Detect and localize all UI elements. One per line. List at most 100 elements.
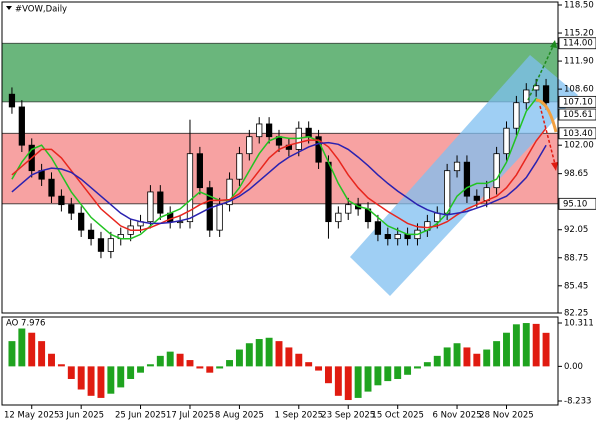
candle-body bbox=[87, 229, 95, 240]
candle-body bbox=[107, 238, 114, 252]
ao-bar bbox=[404, 366, 412, 375]
x-tick-label: 17 Jul 2025 bbox=[166, 411, 214, 421]
zone bbox=[2, 43, 558, 102]
x-tick-label: 3 Jun 2025 bbox=[58, 411, 104, 421]
level-label: 114.00 bbox=[563, 39, 593, 49]
candle-body bbox=[265, 123, 273, 138]
ao-bar bbox=[196, 366, 204, 369]
candle-body bbox=[394, 234, 401, 240]
ao-bar bbox=[532, 323, 540, 367]
ao-bar bbox=[77, 366, 85, 390]
ao-bar bbox=[364, 366, 372, 392]
ao-bar bbox=[156, 355, 164, 367]
ao-bar bbox=[28, 332, 36, 367]
ao-bar bbox=[324, 366, 332, 384]
candle-body bbox=[246, 136, 253, 155]
ao-bar bbox=[107, 366, 115, 394]
y-tick-label: 85.45 bbox=[564, 281, 588, 291]
level-label: 105.61 bbox=[563, 110, 593, 120]
y-tick-label: 111.90 bbox=[564, 57, 594, 67]
y-tick-label: 108.60 bbox=[564, 85, 594, 95]
candle-body bbox=[78, 212, 85, 231]
y-tick-label: 88.75 bbox=[564, 253, 588, 263]
ao-bar bbox=[433, 355, 441, 367]
main-frame bbox=[1, 1, 559, 314]
ao-bar bbox=[137, 366, 144, 373]
ao-bar bbox=[176, 353, 184, 367]
ao-bar bbox=[245, 343, 253, 367]
ao-bar bbox=[57, 364, 65, 367]
candle-body bbox=[444, 170, 451, 214]
candle-body bbox=[523, 89, 530, 104]
y-tick-label: 92.05 bbox=[564, 225, 588, 235]
ao-bar bbox=[265, 337, 273, 367]
level-label: 103.40 bbox=[563, 129, 593, 139]
candle-body bbox=[533, 85, 540, 91]
candle-body bbox=[226, 178, 233, 206]
down-arrow bbox=[539, 105, 557, 169]
x-tick-label: 28 Nov 2025 bbox=[479, 411, 533, 421]
candle-body bbox=[305, 127, 312, 138]
candle-body bbox=[157, 191, 164, 214]
candle-body bbox=[345, 204, 352, 214]
plot bbox=[8, 78, 550, 259]
chart-title: #VOW,Daily bbox=[15, 5, 67, 15]
ao-bar bbox=[354, 366, 362, 398]
ao-bar bbox=[374, 366, 382, 386]
ao-frame bbox=[1, 316, 559, 406]
candle-body bbox=[542, 85, 550, 104]
ao-bar bbox=[542, 332, 550, 367]
ao-bar bbox=[394, 366, 402, 379]
ao-bar bbox=[206, 366, 214, 373]
ao-bar bbox=[315, 366, 323, 371]
y-tick-label: 102.00 bbox=[564, 141, 594, 151]
candle-body bbox=[216, 204, 223, 231]
candle-body bbox=[483, 187, 490, 201]
candle-body bbox=[97, 238, 105, 252]
candle-body bbox=[384, 234, 391, 240]
y-tick-label: 118.50 bbox=[564, 1, 594, 11]
ao-bar bbox=[334, 366, 342, 396]
ao-bar bbox=[503, 332, 510, 367]
ao-title: AO 7.976 bbox=[6, 319, 45, 329]
ao-bar bbox=[146, 364, 154, 367]
moving-average bbox=[11, 141, 547, 225]
menu-icon bbox=[6, 6, 12, 10]
candle-body bbox=[58, 195, 65, 206]
ao-bar bbox=[127, 366, 135, 379]
x-tick-label: 15 Oct 2025 bbox=[371, 411, 424, 421]
candle-body bbox=[453, 161, 461, 172]
candle-body bbox=[186, 153, 194, 223]
x-tick-label: 23 Sep 2025 bbox=[321, 411, 375, 421]
candle-body bbox=[8, 93, 16, 108]
ao-bar bbox=[285, 347, 293, 367]
y-tick-label: 82.25 bbox=[564, 309, 588, 319]
x-tick-label: 1 Sep 2025 bbox=[275, 411, 323, 421]
ao-bar bbox=[87, 366, 95, 396]
candle-body bbox=[325, 161, 332, 223]
candle-body bbox=[176, 221, 184, 224]
level-box bbox=[558, 108, 596, 121]
candle-body bbox=[463, 161, 471, 197]
ao-bar bbox=[423, 362, 431, 367]
level-label: 107.10 bbox=[563, 97, 593, 107]
ao-bar bbox=[483, 349, 491, 367]
candle-body bbox=[493, 153, 500, 189]
candle-body bbox=[513, 102, 520, 129]
ao-bar bbox=[493, 341, 501, 367]
ao-bar bbox=[48, 353, 55, 367]
candle-body bbox=[48, 178, 55, 197]
ao-bar bbox=[186, 360, 194, 367]
ao-tick-label: 0.00 bbox=[564, 362, 583, 372]
ao-bar bbox=[235, 349, 243, 367]
moving-average bbox=[11, 97, 547, 240]
ao-bar bbox=[443, 347, 451, 367]
x-tick-label: 25 Jun 2025 bbox=[115, 411, 166, 421]
x-tick-label: 6 Nov 2025 bbox=[433, 411, 482, 421]
ao-bar bbox=[255, 339, 263, 367]
x-tick-label: 8 Aug 2025 bbox=[215, 411, 264, 421]
candle-body bbox=[315, 136, 322, 163]
ao-bar bbox=[453, 343, 461, 367]
candle-body bbox=[473, 195, 480, 201]
